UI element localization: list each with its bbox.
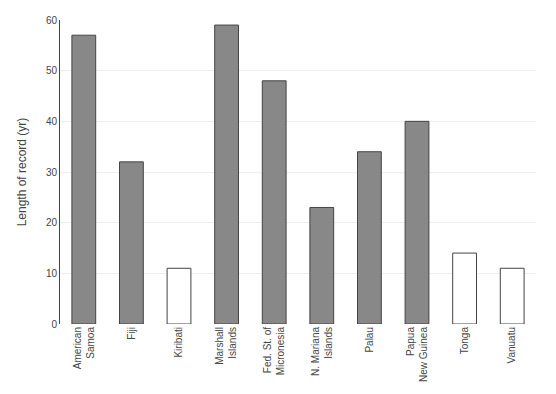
svg-text:20: 20 bbox=[46, 217, 58, 228]
svg-text:Fiji: Fiji bbox=[126, 327, 137, 340]
svg-text:N. MarianaIslands: N. MarianaIslands bbox=[310, 327, 334, 376]
svg-text:60: 60 bbox=[46, 15, 58, 26]
svg-text:PapuaNew Guinea: PapuaNew Guinea bbox=[405, 327, 429, 382]
svg-text:Vanuatu: Vanuatu bbox=[506, 327, 517, 364]
svg-text:Tonga: Tonga bbox=[459, 327, 470, 355]
svg-text:40: 40 bbox=[46, 116, 58, 127]
svg-text:Kiribati: Kiribati bbox=[173, 327, 184, 358]
svg-text:10: 10 bbox=[46, 268, 58, 279]
svg-text:Fed. St. ofMicronesia: Fed. St. ofMicronesia bbox=[262, 327, 286, 376]
svg-text:Palau: Palau bbox=[364, 327, 375, 353]
svg-text:0: 0 bbox=[51, 319, 57, 330]
svg-text:30: 30 bbox=[46, 167, 58, 178]
svg-text:50: 50 bbox=[46, 65, 58, 76]
svg-text:Length of record (yr): Length of record (yr) bbox=[15, 118, 29, 227]
svg-text:AmericanSamoa: AmericanSamoa bbox=[72, 327, 96, 370]
svg-text:MarshallIslands: MarshallIslands bbox=[214, 327, 238, 365]
